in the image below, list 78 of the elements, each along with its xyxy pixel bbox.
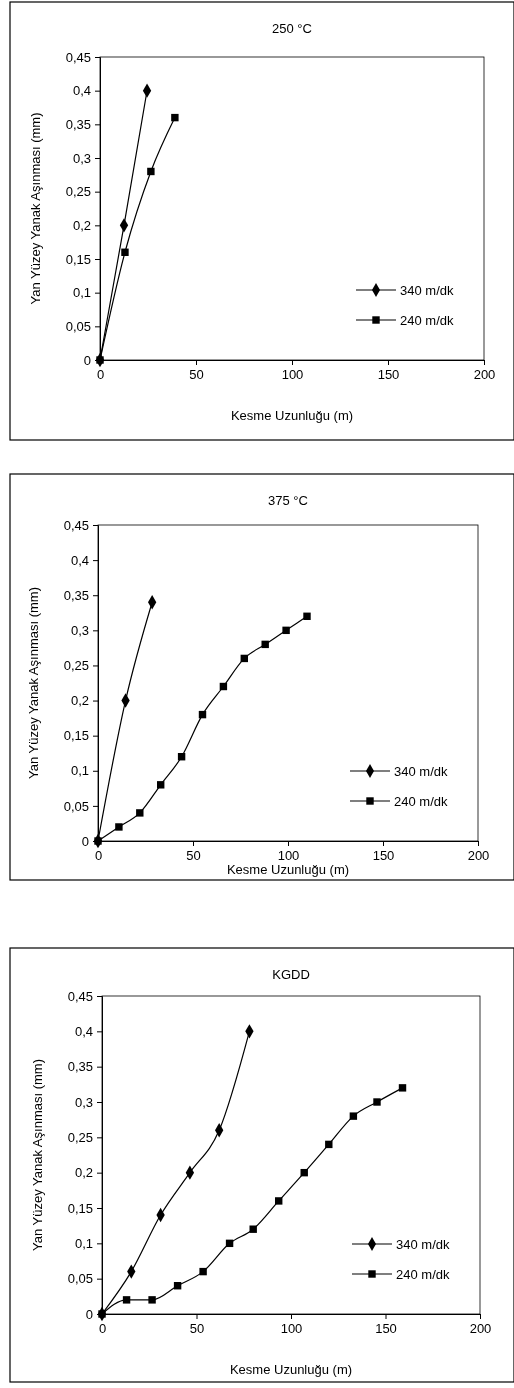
- x-tick-label: 100: [280, 1321, 303, 1337]
- x-tick-label: 100: [277, 848, 300, 864]
- x-tick-label: 200: [469, 1321, 492, 1337]
- legend-label: 340 m/dk: [394, 764, 448, 779]
- x-axis-title: Kesme Uzunluğu (m): [229, 1362, 353, 1377]
- y-tick-label: 0,05: [65, 318, 91, 334]
- chart-title: 375 °C: [268, 493, 308, 508]
- legend-label: 340 m/dk: [396, 1237, 450, 1252]
- x-tick-label: 0: [96, 367, 105, 383]
- y-tick-label: 0,05: [63, 798, 89, 814]
- point: [136, 809, 144, 817]
- y-tick-label: 0,35: [63, 587, 89, 603]
- chart-title: 250 °C: [272, 21, 312, 36]
- y-tick-label: 0,3: [74, 1094, 93, 1110]
- y-tick-label: 0: [81, 833, 89, 849]
- legend-label: 340 m/dk: [400, 283, 454, 298]
- legend-label: 240 m/dk: [400, 313, 454, 328]
- y-tick-label: 0,45: [65, 49, 91, 65]
- y-tick-label: 0,2: [72, 217, 91, 233]
- x-tick-label: 200: [467, 848, 490, 864]
- legend-label: 240 m/dk: [394, 794, 448, 809]
- x-axis-title: Kesme Uzunluğu (m): [230, 408, 354, 423]
- y-tick-label: 0,3: [72, 150, 91, 166]
- y-tick-label: 0,35: [65, 116, 91, 132]
- y-tick-label: 0,15: [63, 728, 89, 744]
- y-tick-label: 0,2: [74, 1165, 93, 1181]
- y-tick-label: 0,1: [70, 763, 89, 779]
- x-tick-label: 150: [372, 848, 395, 864]
- point: [303, 612, 311, 620]
- x-tick-label: 0: [94, 848, 103, 864]
- y-tick-label: 0,1: [72, 285, 91, 301]
- y-tick-label: 0,4: [74, 1023, 93, 1039]
- point: [115, 823, 123, 831]
- x-tick-label: 150: [377, 367, 400, 383]
- x-tick-label: 50: [189, 367, 204, 383]
- point: [199, 1267, 207, 1276]
- point: [249, 1225, 257, 1233]
- x-tick-label: 150: [375, 1321, 397, 1337]
- y-tick-label: 0,1: [74, 1235, 93, 1251]
- y-tick-label: 0: [83, 352, 91, 368]
- chart-title: KGDD: [272, 967, 310, 982]
- y-tick-label: 0,05: [67, 1271, 93, 1287]
- point: [171, 113, 179, 122]
- y-tick-label: 0,35: [67, 1059, 93, 1075]
- point: [148, 1296, 156, 1304]
- legend-label: 240 m/dk: [396, 1267, 450, 1282]
- point: [156, 781, 165, 789]
- point: [147, 167, 155, 176]
- point: [325, 1140, 333, 1149]
- point: [373, 1098, 381, 1106]
- y-tick-label: 0,45: [63, 517, 89, 533]
- x-axis-title: Kesme Uzunluğu (m): [226, 862, 350, 877]
- x-tick-label: 50: [186, 848, 201, 864]
- y-tick-label: 0,15: [65, 251, 91, 267]
- x-tick-label: 50: [189, 1321, 205, 1337]
- y-axis-title: Yan Yüzey Yanak Aşınması (mm): [26, 587, 41, 779]
- y-tick-label: 0,45: [67, 988, 93, 1004]
- y-tick-label: 0,25: [65, 184, 91, 200]
- point: [349, 1112, 358, 1120]
- y-axis-title: Yan Yüzey Yanak Aşınması (mm): [30, 1059, 45, 1251]
- y-tick-label: 0,4: [70, 552, 89, 568]
- point: [261, 640, 269, 649]
- point: [282, 626, 290, 635]
- x-tick-label: 200: [473, 367, 496, 383]
- y-tick-label: 0,25: [63, 658, 89, 674]
- y-tick-label: 0,4: [72, 83, 91, 99]
- y-tick-label: 0,15: [67, 1200, 93, 1216]
- point: [275, 1197, 283, 1205]
- y-tick-label: 0,2: [70, 693, 89, 709]
- x-tick-label: 100: [281, 367, 304, 383]
- point: [121, 248, 129, 256]
- y-axis-title: Yan Yüzey Yanak Aşınması (mm): [28, 112, 43, 305]
- y-tick-label: 0,25: [67, 1129, 93, 1145]
- point: [398, 1084, 407, 1092]
- y-tick-label: 0: [85, 1306, 93, 1322]
- point: [122, 1296, 131, 1304]
- x-tick-label: 0: [98, 1321, 107, 1337]
- y-tick-label: 0,3: [70, 622, 89, 638]
